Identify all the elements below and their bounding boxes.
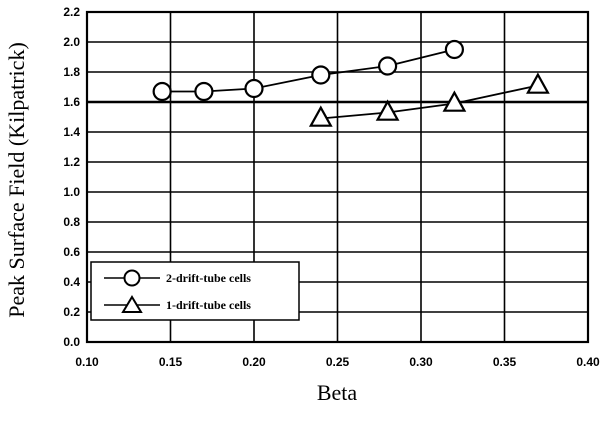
legend-label-1-drift-tube: 1-drift-tube cells: [166, 298, 251, 312]
y-tick-label: 0.8: [63, 215, 80, 229]
plot-frame: [85, 10, 590, 344]
x-tick-label: 0.35: [493, 355, 517, 369]
legend-entry-2-drift-tube: 2-drift-tube cells: [104, 269, 251, 287]
y-axis-label: Peak Surface Field (Kilpatrick): [4, 42, 29, 318]
data-point-triangle: [526, 72, 550, 94]
data-point-circle: [311, 65, 331, 85]
y-tick-label: 2.0: [63, 35, 80, 49]
data-point-circle: [244, 78, 264, 99]
x-axis-label: Beta: [317, 380, 358, 405]
series-line-1: [320, 84, 539, 120]
series: [152, 39, 550, 127]
y-tick-label: 0.4: [63, 275, 80, 289]
data-point-triangle: [442, 90, 467, 112]
data-point-circle: [444, 39, 464, 60]
x-tick-label: 0.25: [326, 355, 350, 369]
legend-entry-1-drift-tube: 1-drift-tube cells: [104, 295, 251, 313]
data-point-circle: [378, 56, 398, 76]
x-tick-label: 0.20: [242, 355, 266, 369]
y-tick-label: 2.2: [63, 5, 80, 19]
data-point-triangle: [375, 99, 400, 121]
y-tick-label: 1.2: [63, 155, 80, 169]
y-tick-label: 0.2: [63, 305, 80, 319]
y-tick-label: 0.0: [63, 335, 80, 349]
ticks: 0.0 0.2 0.4 0.6 0.8 1.0 1.2 1.4 1.6 1.8 2.0 2.2 0.10…: [63, 5, 600, 369]
legend-circle-marker: [123, 269, 141, 287]
y-tick-label: 0.6: [63, 245, 80, 259]
x-tick-label: 0.30: [409, 355, 433, 369]
legend-label-2-drift-tube: 2-drift-tube cells: [166, 271, 251, 285]
y-tick-label: 1.4: [63, 125, 80, 139]
x-tick-label: 0.10: [75, 355, 99, 369]
data-point-circle: [152, 81, 172, 102]
legend: 2-drift-tube cells 1-drift-tube cells: [90, 261, 300, 321]
y-tick-label: 1.0: [63, 185, 80, 199]
data-point-triangle: [308, 105, 333, 127]
x-tick-label: 0.40: [576, 355, 600, 369]
x-tick-label: 0.15: [159, 355, 183, 369]
y-tick-label: 1.6: [63, 95, 80, 109]
y-tick-label: 1.8: [63, 65, 80, 79]
data-point-circle: [194, 81, 214, 102]
legend-triangle-marker: [121, 295, 143, 313]
